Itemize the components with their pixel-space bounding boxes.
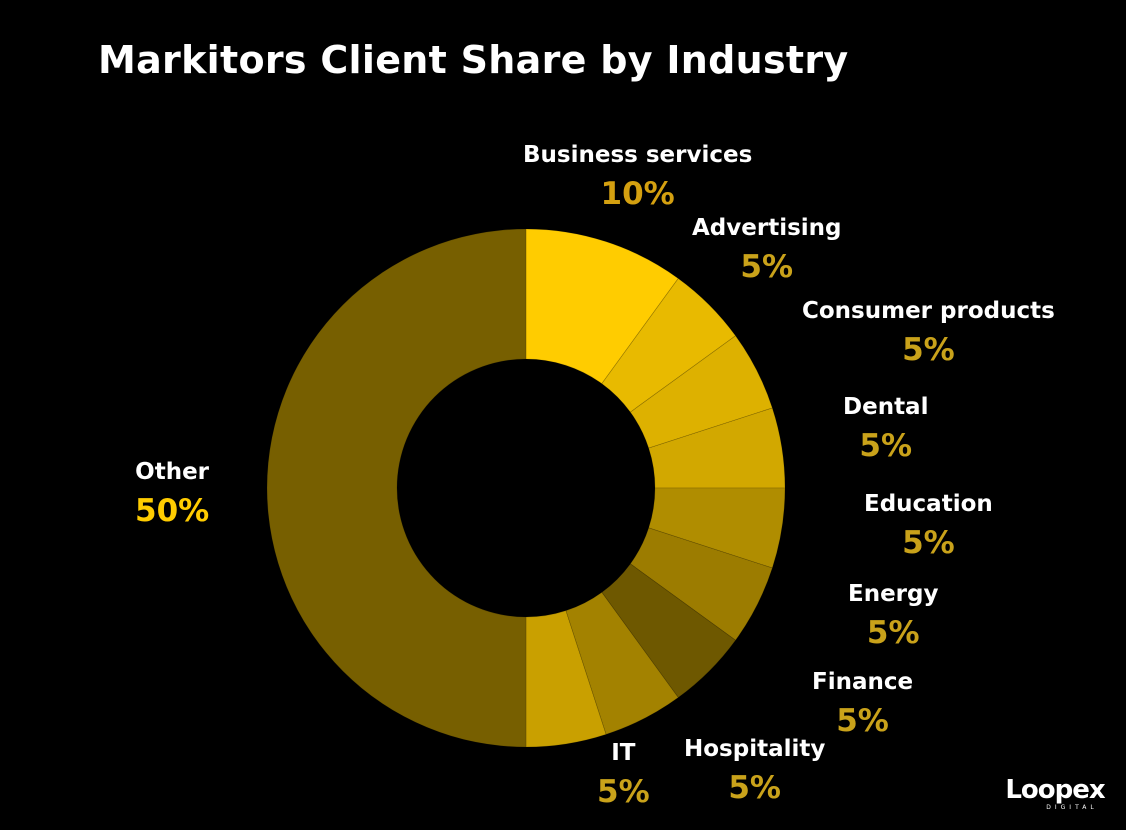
slice-label-it: IT 5% (597, 739, 650, 813)
slice-percent: 5% (728, 770, 781, 806)
brand-subtitle: DIGITAL (1046, 804, 1098, 811)
slice-percent: 5% (836, 703, 889, 739)
slice-business-services (525, 228, 679, 385)
slice-label-dental: Dental 5% (843, 393, 928, 467)
brand-name: Loopex (1005, 775, 1105, 805)
slice-percent: 5% (859, 428, 913, 464)
slice-name: Dental (843, 394, 929, 420)
slice-label-other: Other 50% (135, 458, 209, 532)
slice-name: Finance (812, 669, 914, 695)
slice-label-advertising: Advertising 5% (692, 214, 842, 288)
chart-title: Markitors Client Share by Industry (98, 38, 849, 82)
slice-name: Energy (848, 581, 939, 607)
slice-education (648, 487, 786, 569)
slice-percent: 50% (135, 493, 210, 529)
slice-percent: 5% (866, 615, 920, 651)
slice-name: Advertising (692, 215, 842, 241)
slice-label-consumer-products: Consumer products 5% (802, 297, 1055, 371)
slice-percent: 5% (902, 332, 955, 368)
slice-percent: 5% (902, 525, 955, 561)
slice-name: Business services (523, 142, 753, 168)
slice-label-education: Education 5% (864, 490, 993, 564)
slice-name: Education (864, 491, 993, 517)
slice-percent: 5% (740, 249, 794, 285)
slice-name: Consumer products (802, 298, 1055, 324)
slice-name: Other (135, 459, 210, 485)
slice-percent: 10% (600, 176, 675, 212)
slice-label-business-services: Business services 10% (523, 141, 752, 215)
slice-label-energy: Energy 5% (848, 580, 938, 654)
slice-label-finance: Finance 5% (812, 668, 913, 742)
slice-percent: 5% (597, 774, 650, 810)
slice-energy (629, 527, 773, 641)
brand-logo: Loopex DIGITAL (1000, 776, 1110, 816)
slice-name: Hospitality (684, 736, 826, 762)
slice-other (266, 228, 527, 748)
slice-label-hospitality: Hospitality 5% (684, 735, 825, 809)
slice-name: IT (611, 740, 636, 766)
slice-hospitality (565, 591, 679, 735)
